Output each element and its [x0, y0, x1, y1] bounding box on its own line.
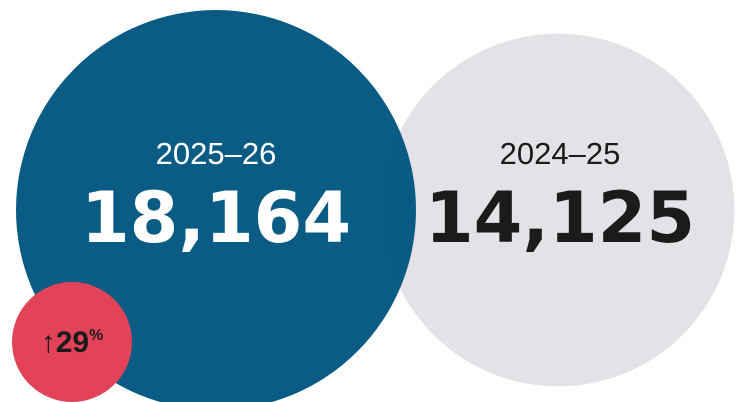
value-label-2024-25: 14,125: [425, 177, 695, 259]
change-badge-circle: [12, 282, 132, 402]
change-value: 29: [56, 326, 89, 359]
period-label-2025-26: 2025–26: [156, 136, 277, 171]
arrow-up-icon: ↑: [41, 326, 56, 359]
change-badge-text: ↑29%: [41, 326, 104, 359]
value-label-2025-26: 18,164: [81, 177, 351, 259]
change-unit: %: [89, 327, 103, 344]
period-label-2024-25: 2024–25: [500, 136, 621, 171]
circle-2024-25: [381, 33, 735, 387]
change-badge: ↑29%: [12, 282, 132, 402]
